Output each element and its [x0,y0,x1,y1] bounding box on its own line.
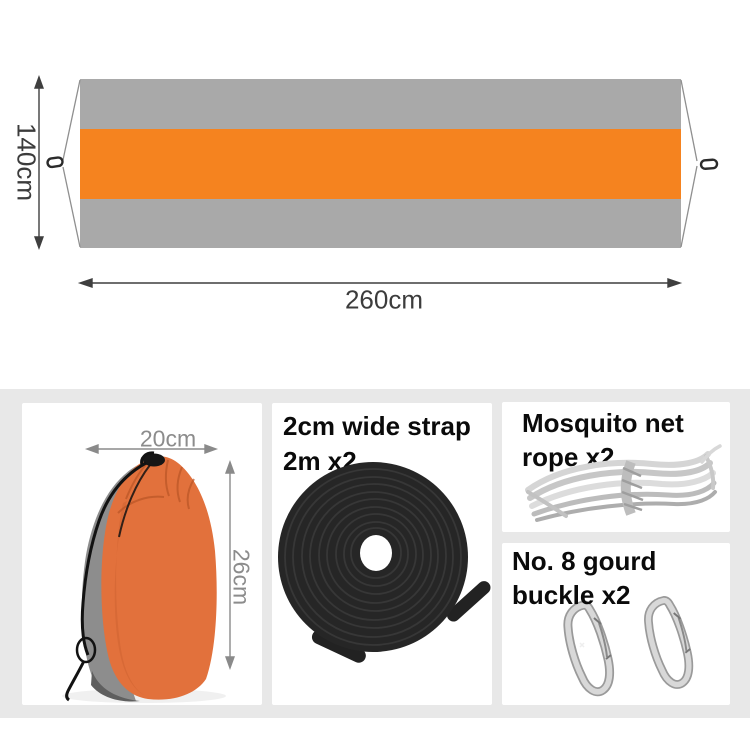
hammock-height-label: 140cm [11,122,42,202]
buckle-title-line1: No. 8 gourd [512,546,657,576]
rope-strands [525,444,722,522]
rope-wrap [620,460,644,516]
bag-orange-body [101,456,217,700]
rope-illustration [525,444,722,522]
strap-title: 2cm wide strap 2m x2 [283,409,471,479]
length-dimension-arrow [77,278,683,288]
rope-card: Mosquito net rope x2 [502,402,730,532]
rope-title: Mosquito net rope x2 [522,406,684,474]
stuff-sack-card: 20cm 26cm [22,403,262,705]
strap-card: 2cm wide strap 2m x2 [272,403,492,705]
suspension-lines [62,79,698,248]
bag-knot [143,453,165,467]
bag-height-arrow [225,459,235,671]
buckle-title: No. 8 gourd buckle x2 [512,544,656,612]
rope-title-line1: Mosquito net [522,408,684,438]
strap-title-line1: 2cm wide strap [283,411,471,441]
carabiner-icon [563,600,615,697]
strap-coil-hole [360,535,392,571]
stuff-sack-illustration [62,444,235,703]
buckle-card: No. 8 gourd buckle x2 [502,543,730,705]
hammock-orange-stripe [80,129,681,199]
buckle-title-line2: buckle x2 [512,580,631,610]
kit-section: 20cm 26cm 2cm wide strap 2m x2 [0,389,750,718]
hammock-length-label: 260cm [344,284,424,315]
bag-bottom-trim [91,671,140,702]
height-dimension-arrow [34,74,44,251]
carabiner-illustration [563,596,694,697]
strap-coil-texture [284,468,462,646]
strap-coil-illustration [278,462,491,663]
left-end-loop-icon [46,156,64,169]
bag-height-label: 26cm [228,548,255,606]
bag-width-arrow [84,444,219,454]
dimension-arrows-layer [34,74,719,288]
right-end-loop-icon [699,158,719,170]
bag-cord [65,451,155,702]
hammock-diagram [80,79,681,248]
carabiner-icon [644,596,694,689]
bag-pleats [117,458,195,514]
bag-width-label: 20cm [139,425,197,452]
